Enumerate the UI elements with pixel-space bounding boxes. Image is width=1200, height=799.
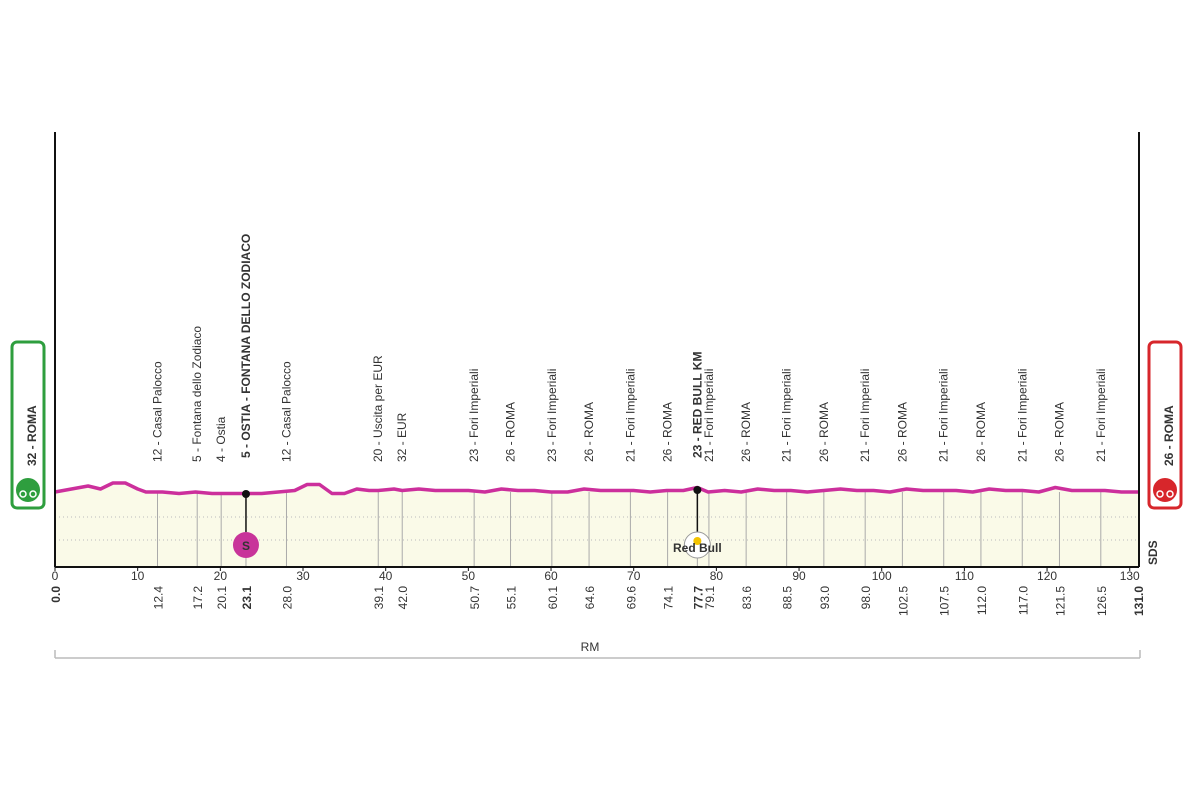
waypoint-km: 17.2 xyxy=(191,586,205,610)
waypoint-name: 21 - Fori Imperiali xyxy=(623,369,637,462)
waypoint-name: 21 - Fori Imperiali xyxy=(1094,369,1108,462)
brand: SDS xyxy=(1146,540,1160,565)
waypoint-km: 28.0 xyxy=(280,586,294,610)
waypoint-km: 64.6 xyxy=(583,586,597,610)
waypoint-km: 131.0 xyxy=(1132,586,1146,616)
waypoint-name: 26 - ROMA xyxy=(661,402,675,462)
x-tick-label: 70 xyxy=(627,569,641,583)
waypoint-name: 20 - Uscita per EUR xyxy=(371,355,385,462)
waypoint-name: 21 - Fori Imperiali xyxy=(780,369,794,462)
waypoint-km: 60.1 xyxy=(546,586,560,610)
waypoint-km: 42.0 xyxy=(396,586,410,610)
waypoint-km: 55.1 xyxy=(505,586,519,610)
waypoint-km: 93.0 xyxy=(818,586,832,610)
x-tick-label: 60 xyxy=(544,569,558,583)
x-tick-label: 130 xyxy=(1120,569,1140,583)
waypoint-name: 26 - ROMA xyxy=(582,402,596,462)
waypoint-km: 102.5 xyxy=(896,586,910,616)
waypoint-km: 88.5 xyxy=(781,586,795,610)
x-tick-label: 120 xyxy=(1037,569,1057,583)
waypoint-name: 23 - RED BULL KM xyxy=(690,352,704,458)
redbull-label: Red Bull xyxy=(673,541,722,555)
sprint-dot xyxy=(241,490,250,498)
waypoint-km: 126.5 xyxy=(1095,586,1109,616)
waypoint-name: 12 - Casal Palocco xyxy=(151,361,165,462)
waypoint-km: 12.4 xyxy=(152,586,166,610)
finish-icon xyxy=(1151,476,1179,504)
waypoint-name: 21 - Fori Imperiali xyxy=(1015,369,1029,462)
sprint-icon xyxy=(232,532,259,558)
waypoint-name: 26 - ROMA xyxy=(974,402,988,462)
province-label: RM xyxy=(581,640,600,654)
finish-wheel xyxy=(1166,490,1174,498)
waypoint-name: 4 - Ostia xyxy=(214,416,228,462)
x-tick-label: 80 xyxy=(710,569,724,583)
x-tick-label: 110 xyxy=(955,569,974,583)
waypoint-km: 74.1 xyxy=(662,586,676,610)
x-tick-label: 10 xyxy=(131,569,145,583)
profile-area xyxy=(55,483,1138,567)
start-wheel xyxy=(19,490,27,498)
sprint-label: S xyxy=(242,539,250,553)
x-tick-label: 30 xyxy=(296,569,310,583)
start-label: 32 - ROMA xyxy=(25,405,39,466)
x-tick-label: 90 xyxy=(792,569,806,583)
redbull-sun xyxy=(693,537,702,545)
waypoint-name: 26 - ROMA xyxy=(739,402,753,462)
start-wheel xyxy=(29,490,37,498)
x-tick-label: 0 xyxy=(52,569,59,583)
waypoint-km: 39.1 xyxy=(372,586,386,610)
waypoint-km: 0.0 xyxy=(49,586,63,603)
waypoint-km: 50.7 xyxy=(468,586,482,610)
waypoint-km: 112.0 xyxy=(975,586,989,615)
waypoint-name: 32 - EUR xyxy=(395,412,409,462)
finish-label: 26 - ROMA xyxy=(1162,405,1176,466)
waypoint-name: 21 - Fori Imperiali xyxy=(937,369,951,462)
x-tick-label: 40 xyxy=(379,569,393,583)
waypoint-name: 23 - Fori Imperiali xyxy=(467,369,481,462)
waypoint-km: 69.6 xyxy=(624,586,638,610)
waypoint-name: 26 - ROMA xyxy=(1052,402,1066,462)
finish-wheel xyxy=(1156,490,1164,498)
waypoint-km: 121.5 xyxy=(1053,586,1067,616)
waypoint-km: 98.0 xyxy=(859,586,873,610)
redbull-dot xyxy=(693,486,702,494)
waypoint-km: 77.7 xyxy=(691,586,705,610)
waypoint-name: 23 - Fori Imperiali xyxy=(545,369,559,462)
x-tick-label: 100 xyxy=(872,569,892,583)
x-tick-label: 50 xyxy=(462,569,476,583)
profile-line xyxy=(54,481,1138,496)
waypoint-name: 12 - Casal Palocco xyxy=(279,361,293,462)
waypoint-km: 107.5 xyxy=(938,586,952,616)
waypoint-name: 5 - OSTIA - FONTANA DELLO ZODIACO xyxy=(239,234,253,458)
waypoint-name: 5 - Fontana dello Zodiaco xyxy=(190,326,204,462)
waypoint-name: 21 - Fori Imperiali xyxy=(858,369,872,462)
waypoint-km: 23.1 xyxy=(240,586,254,610)
start-icon xyxy=(14,476,42,504)
waypoint-name: 26 - ROMA xyxy=(504,402,518,462)
waypoint-name: 26 - ROMA xyxy=(817,402,831,462)
start-box xyxy=(10,340,46,510)
waypoint-km: 20.1 xyxy=(215,586,229,610)
waypoint-name: 26 - ROMA xyxy=(895,402,909,462)
waypoint-name: 21 - Fori Imperiali xyxy=(702,369,716,462)
finish-box xyxy=(1147,340,1183,510)
waypoint-km: 83.6 xyxy=(740,586,754,610)
x-tick-label: 20 xyxy=(214,569,228,583)
waypoint-km: 117.0 xyxy=(1016,586,1030,615)
waypoint-km: 79.1 xyxy=(703,586,717,610)
